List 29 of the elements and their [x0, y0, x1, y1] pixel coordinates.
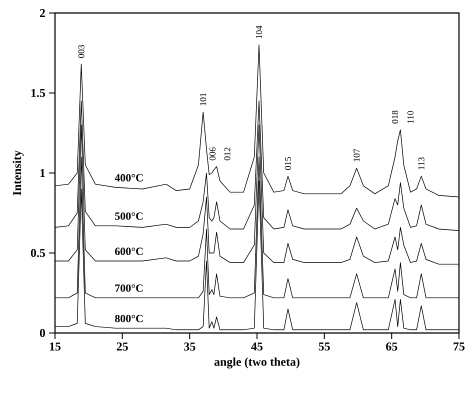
y-axis-title: Intensity [12, 150, 24, 196]
x-tick-label: 45 [251, 342, 263, 351]
x-tick-label: 65 [386, 342, 398, 351]
y-tick-label: 1.5 [31, 88, 46, 98]
annotation: 107 [354, 148, 360, 162]
annotation: 015 [284, 157, 292, 170]
x-tick-label: 75 [454, 342, 465, 350]
series-label: 600°C [115, 248, 143, 256]
x-tick-label: 15 [50, 342, 61, 351]
annotation: 018 [392, 110, 398, 124]
y-tick-label: 2 [40, 9, 45, 17]
x-tick-label: 25 [116, 342, 128, 351]
y-tick-label: 0.5 [30, 248, 46, 258]
annotation: 104 [256, 26, 262, 38]
annotation: 003 [78, 45, 84, 58]
y-tick-label: 1 [40, 169, 45, 177]
annotation: 110 [407, 110, 414, 124]
series-label: 800°C [115, 314, 143, 322]
x-axis-title: angle (two theta) [214, 357, 300, 368]
series-label: 500°C [115, 212, 143, 220]
x-tick-label: 35 [184, 342, 196, 351]
series-label: 400°C [114, 174, 143, 182]
annotation: 006 [210, 147, 216, 160]
y-tick-label: 0 [40, 328, 46, 338]
annotation: 113 [418, 157, 424, 170]
annotation: 101 [200, 93, 206, 106]
series-label: 700°C [115, 284, 143, 292]
annotation: 012 [224, 148, 230, 160]
x-tick-label: 55 [318, 342, 330, 350]
